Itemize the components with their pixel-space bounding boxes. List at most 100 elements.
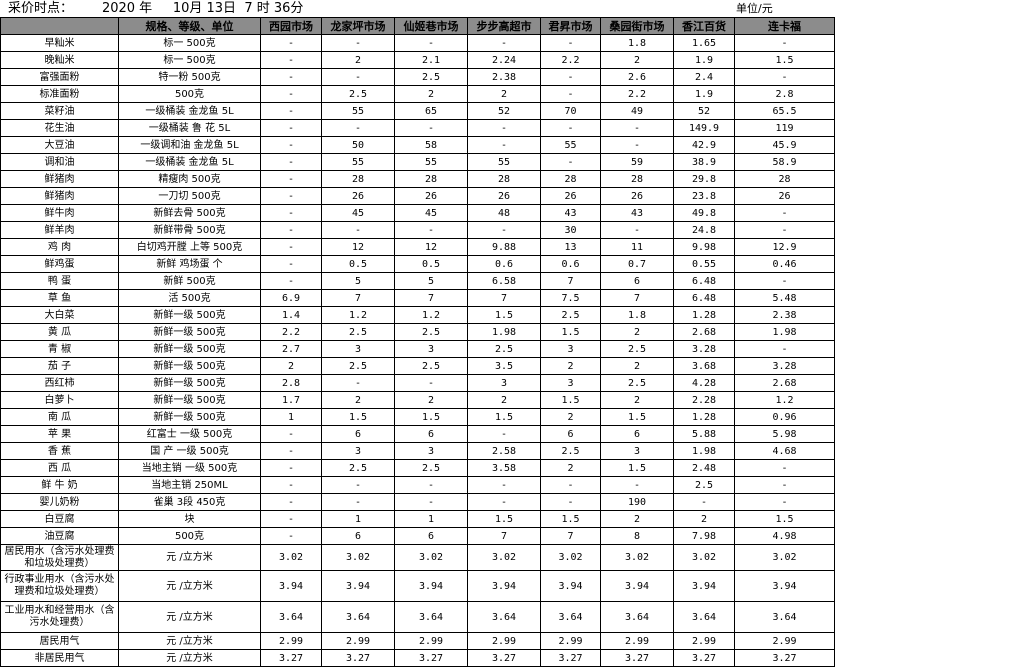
price-cell: 2.28 <box>673 391 735 409</box>
item-name: 香 蕉 <box>0 442 119 460</box>
price-cell: 1.5 <box>467 510 541 528</box>
price-cell: 6 <box>394 527 468 545</box>
price-cell: 1 <box>260 408 322 426</box>
price-cell: 2.24 <box>467 51 541 69</box>
price-cell: 1.8 <box>600 34 674 52</box>
price-cell: 3.94 <box>321 570 395 602</box>
price-cell: 3.27 <box>600 649 674 667</box>
price-cell: 0.6 <box>540 255 601 273</box>
item-name: 鲜 牛 奶 <box>0 476 119 494</box>
table-row: 白萝卜 新鲜一级 500克 1.7 2 2 2 1.5 2 2.28 1.2 <box>0 391 835 409</box>
table-row: 大白菜 新鲜一级 500克 1.4 1.2 1.2 1.5 2.5 1.8 1.28 2.38 <box>0 306 835 324</box>
item-name: 婴儿奶粉 <box>0 493 119 511</box>
price-cell: 1.5 <box>600 459 674 477</box>
header-row: 规格、等级、单位 西园市场 龙家坪市场 仙姬巷市场 步步高超市 君昇市场 桑园街市场 香江百货… <box>0 17 835 35</box>
price-cell: 9.98 <box>673 238 735 256</box>
table-row: 标准面粉 500克 -2.5 2 2-2.2 1.9 2.8 <box>0 85 835 103</box>
price-cell: 4.68 <box>734 442 835 460</box>
price-cell: - <box>260 527 322 545</box>
price-cell: 2.5 <box>540 306 601 324</box>
price-cell: 7 <box>467 527 541 545</box>
item-name: 花生油 <box>0 119 119 137</box>
price-cell: 45 <box>321 204 395 222</box>
column-header: 步步高超市 <box>467 17 541 35</box>
price-cell: 2.48 <box>673 459 735 477</box>
item-name: 菜籽油 <box>0 102 119 120</box>
item-name: 鲜牛肉 <box>0 204 119 222</box>
price-cell: 59 <box>600 153 674 171</box>
table-row: 苹 果红富士 一级 500克 -6 6-6 6 5.88 5.98 <box>0 425 835 443</box>
table-row: 早籼米 标一 500克 - - - - -1.8 1.65- <box>0 34 835 52</box>
price-cell: 3.58 <box>467 459 541 477</box>
item-name: 白豆腐 <box>0 510 119 528</box>
price-cell: 1.7 <box>260 391 322 409</box>
table-row: 工业用水和经营用水（含污水处理费）元 /立方米 3.64 3.64 3.64 3.64 3… <box>0 601 835 633</box>
price-cell: - <box>600 221 674 239</box>
price-cell: 2 <box>540 459 601 477</box>
price-cell: 1.2 <box>321 306 395 324</box>
item-name: 居民用水（含污水处理费和垃圾处理费） <box>0 544 119 571</box>
price-cell: 0.5 <box>321 255 395 273</box>
price-cell: 6.58 <box>467 272 541 290</box>
price-cell: 1.98 <box>673 442 735 460</box>
price-cell: 3 <box>540 340 601 358</box>
price-cell: 1.5 <box>734 510 835 528</box>
table-row: 香 蕉国 产 一级 500克 -3 3 2.58 2.5 3 1.98 4.68 <box>0 442 835 460</box>
price-cell: 7.5 <box>540 289 601 307</box>
table-row: 草 鱼活 500克 6.9 7 7 7 7.5 7 6.48 5.48 <box>0 289 835 307</box>
price-cell: 28 <box>734 170 835 188</box>
price-cell: 9.88 <box>467 238 541 256</box>
price-cell: 28 <box>540 170 601 188</box>
price-cell: - <box>260 51 322 69</box>
price-cell: 190 <box>600 493 674 511</box>
price-cell: - <box>540 34 601 52</box>
price-cell: 2 <box>540 357 601 375</box>
item-name: 鲜猪肉 <box>0 187 119 205</box>
price-cell: 4.98 <box>734 527 835 545</box>
price-cell: 1.4 <box>260 306 322 324</box>
price-cell: 3.02 <box>600 544 674 571</box>
price-cell: 28 <box>600 170 674 188</box>
price-cell: 2.5 <box>321 459 395 477</box>
price-cell: - <box>260 204 322 222</box>
price-cell: - <box>260 255 322 273</box>
price-cell: - <box>260 476 322 494</box>
item-name: 非居民用气 <box>0 649 119 667</box>
price-cell: 45.9 <box>734 136 835 154</box>
item-spec: 白切鸡开膛 上等 500克 <box>118 238 261 256</box>
item-spec: 一级调和油 金龙鱼 5L <box>118 136 261 154</box>
price-cell: 3.02 <box>467 544 541 571</box>
price-cell: 1.8 <box>600 306 674 324</box>
item-spec: 当地主销 250ML <box>118 476 261 494</box>
table-row: 西红柿 新鲜一级 500克 2.8- -3 3 2.5 4.28 2.68 <box>0 374 835 392</box>
price-cell: 2.99 <box>321 632 395 650</box>
table-row: 西 瓜当地主销 一级 500克 -2.5 2.5 3.58 2 1.5 2.48- <box>0 459 835 477</box>
price-cell: 1.5 <box>734 51 835 69</box>
price-cell: 2.68 <box>734 374 835 392</box>
item-spec: 新鲜带骨 500克 <box>118 221 261 239</box>
price-cell: 6 <box>540 425 601 443</box>
price-cell: 2.5 <box>321 323 395 341</box>
price-cell: 12 <box>394 238 468 256</box>
table-row: 晚籼米 标一 500克 -2 2.1 2.24 2.2 2 1.9 1.5 <box>0 51 835 69</box>
price-cell: 11 <box>600 238 674 256</box>
item-spec: 新鲜一级 500克 <box>118 391 261 409</box>
price-cell: - <box>321 221 395 239</box>
price-cell: 3.02 <box>260 544 322 571</box>
price-cell: 26 <box>600 187 674 205</box>
price-cell: 3 <box>600 442 674 460</box>
item-spec: 特一粉 500克 <box>118 68 261 86</box>
price-cell: - <box>734 68 835 86</box>
price-cell: 58.9 <box>734 153 835 171</box>
price-cell: 3.64 <box>321 601 395 633</box>
price-cell: - <box>260 34 322 52</box>
price-cell: 0.5 <box>394 255 468 273</box>
item-name: 鲜鸡蛋 <box>0 255 119 273</box>
price-cell: 1.5 <box>467 408 541 426</box>
price-cell: 8 <box>600 527 674 545</box>
price-cell: 7 <box>600 289 674 307</box>
price-cell: 26 <box>734 187 835 205</box>
price-cell: 43 <box>540 204 601 222</box>
item-spec: 新鲜 500克 <box>118 272 261 290</box>
price-cell: 1.9 <box>673 51 735 69</box>
